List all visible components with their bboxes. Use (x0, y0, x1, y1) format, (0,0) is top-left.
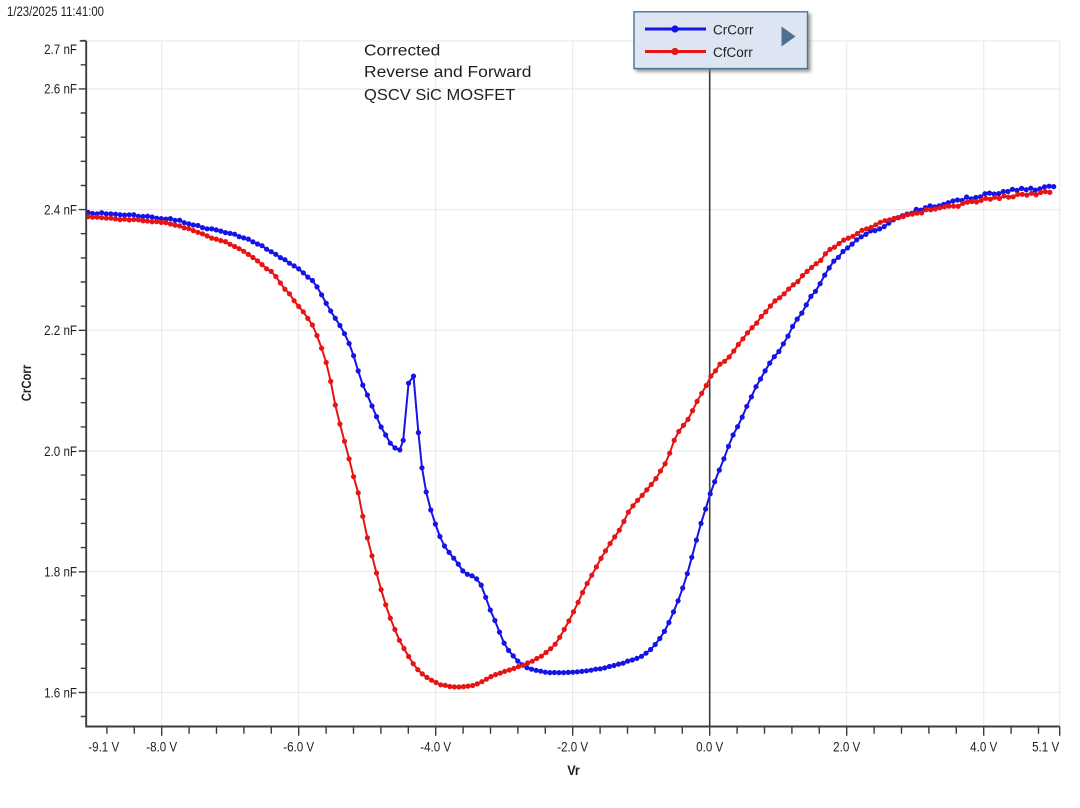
svg-text:1.8 nF: 1.8 nF (44, 564, 77, 580)
svg-text:1.6 nF: 1.6 nF (44, 684, 77, 700)
svg-text:-8.0 V: -8.0 V (146, 738, 177, 754)
svg-text:2.0 V: 2.0 V (833, 738, 861, 754)
svg-text:1/23/2025 11:41:00: 1/23/2025 11:41:00 (7, 4, 104, 19)
svg-text:2.7 nF: 2.7 nF (44, 41, 77, 57)
svg-text:2.2 nF: 2.2 nF (44, 322, 77, 338)
svg-text:Vr: Vr (567, 763, 580, 778)
svg-text:CrCorr: CrCorr (19, 364, 34, 401)
svg-text:2.4 nF: 2.4 nF (44, 201, 77, 217)
svg-text:-2.0 V: -2.0 V (557, 738, 588, 754)
svg-text:-4.0 V: -4.0 V (420, 738, 451, 754)
svg-text:Corrected: Corrected (364, 42, 440, 59)
svg-text:QSCV SiC MOSFET: QSCV SiC MOSFET (364, 87, 516, 104)
svg-text:CrCorr: CrCorr (713, 22, 754, 37)
svg-text:-6.0 V: -6.0 V (283, 738, 314, 754)
svg-text:-9.1 V: -9.1 V (88, 738, 119, 754)
svg-text:Reverse and Forward: Reverse and Forward (364, 64, 531, 81)
svg-text:CfCorr: CfCorr (713, 45, 753, 60)
svg-text:4.0 V: 4.0 V (970, 738, 998, 754)
svg-text:5.1 V: 5.1 V (1032, 738, 1060, 754)
svg-text:2.0 nF: 2.0 nF (44, 443, 77, 459)
svg-text:2.6 nF: 2.6 nF (44, 81, 77, 97)
svg-text:0.0 V: 0.0 V (696, 738, 724, 754)
